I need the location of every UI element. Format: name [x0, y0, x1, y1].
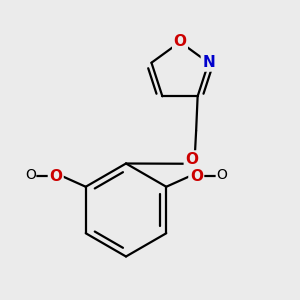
Text: O: O	[185, 152, 198, 167]
Text: O: O	[25, 168, 36, 182]
Text: O: O	[49, 169, 62, 184]
Text: N: N	[202, 55, 215, 70]
Text: O: O	[216, 168, 227, 182]
Text: O: O	[173, 34, 187, 50]
Text: O: O	[190, 169, 203, 184]
